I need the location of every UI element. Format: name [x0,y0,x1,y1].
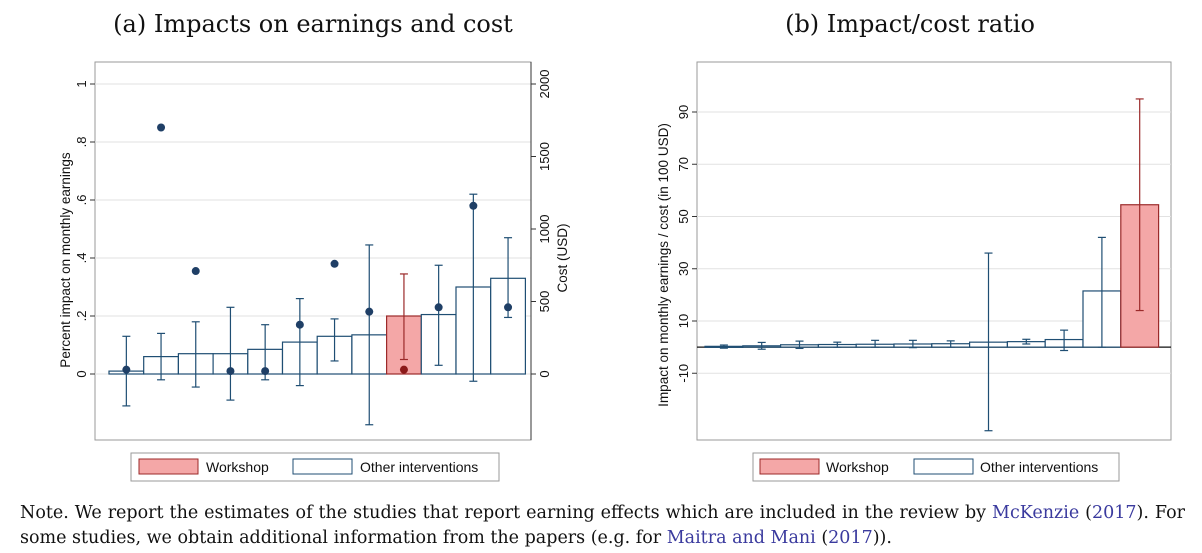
left-tick-label: .4 [74,253,89,264]
left-tick-label: .8 [74,137,89,148]
note-text-3: )). [872,528,892,548]
legend-label-workshop: Workshop [826,459,889,475]
right-tick-label: 2000 [537,70,552,99]
tick-label: 30 [676,262,691,276]
legend-swatch-workshop [759,458,820,475]
cost-point [261,367,270,376]
panel-b: (b) Impact/cost ratio -10 10 30 50 70 90 Impa… [656,10,1172,482]
note-text-2: ). For some studies, we obtain additiona… [20,503,1186,548]
figure: (a) Impacts on earnings and cost 0 .2 .4 .6… [58,10,1172,482]
legend-label-other: Other interventions [980,459,1098,475]
cost-point [434,303,443,312]
cost-point [469,201,478,210]
panel-a-marks: 0 .2 .4 .6 .8 1 0 500 1000 1500 2000 [74,62,552,440]
panel-a-title: (a) Impacts on earnings and cost [113,10,513,38]
note-citation-maitra-mani[interactable]: Maitra and Mani [666,528,816,548]
figure-note: Note. We report the estimates of the stu… [20,503,1186,548]
note-citation-maitra-mani-year[interactable]: 2017 [828,528,873,548]
right-tick-label: 1500 [537,142,552,171]
note-citation-mckenzie-year[interactable]: 2017 [1092,503,1137,523]
left-tick-label: .6 [74,195,89,206]
tick-label: 70 [676,157,691,171]
right-tick-label: 0 [537,370,552,377]
panel-b-axis-label: Impact on monthly earnings / cost (in 10… [656,123,671,407]
cost-point [365,307,374,316]
tick-label: -10 [676,364,691,383]
cost-point [191,267,200,276]
legend-swatch-other [292,458,353,475]
cost-point [122,365,131,374]
right-tick-label: 500 [537,291,552,313]
panel-a-legend: Workshop Other interventions [130,452,500,482]
panel-a: (a) Impacts on earnings and cost 0 .2 .4 .6… [58,10,570,482]
cost-point [295,320,304,329]
legend-label-workshop: Workshop [206,459,269,475]
panel-a-plot-area [94,61,532,441]
legend-swatch-other [913,458,974,475]
tick-label: 10 [676,314,691,328]
panel-b-legend: Workshop Other interventions [752,452,1120,482]
panel-a-left-axis-label: Percent impact on monthly earnings [58,152,73,368]
tick-label: 50 [676,209,691,223]
note-text-1: Note. We report the estimates of the stu… [20,503,993,523]
tick-label: 90 [676,105,691,119]
legend-swatch-workshop [138,458,199,475]
panel-b-title: (b) Impact/cost ratio [785,10,1035,38]
cost-point [399,365,408,374]
legend-label-other: Other interventions [360,459,478,475]
left-tick-label: 1 [74,80,89,87]
panel-a-right-axis-label: Cost (USD) [555,223,570,292]
cost-point [504,303,513,312]
right-tick-label: 1000 [537,215,552,244]
panel-b-marks: -10 10 30 50 70 90 [676,98,1171,432]
left-tick-label: 0 [74,370,89,377]
cost-point [157,123,166,132]
left-tick-label: .2 [74,311,89,322]
cost-point [330,259,339,268]
note-citation-mckenzie[interactable]: McKenzie [992,503,1080,523]
cost-point [226,367,235,376]
panel-b-plot-area [696,61,1172,441]
